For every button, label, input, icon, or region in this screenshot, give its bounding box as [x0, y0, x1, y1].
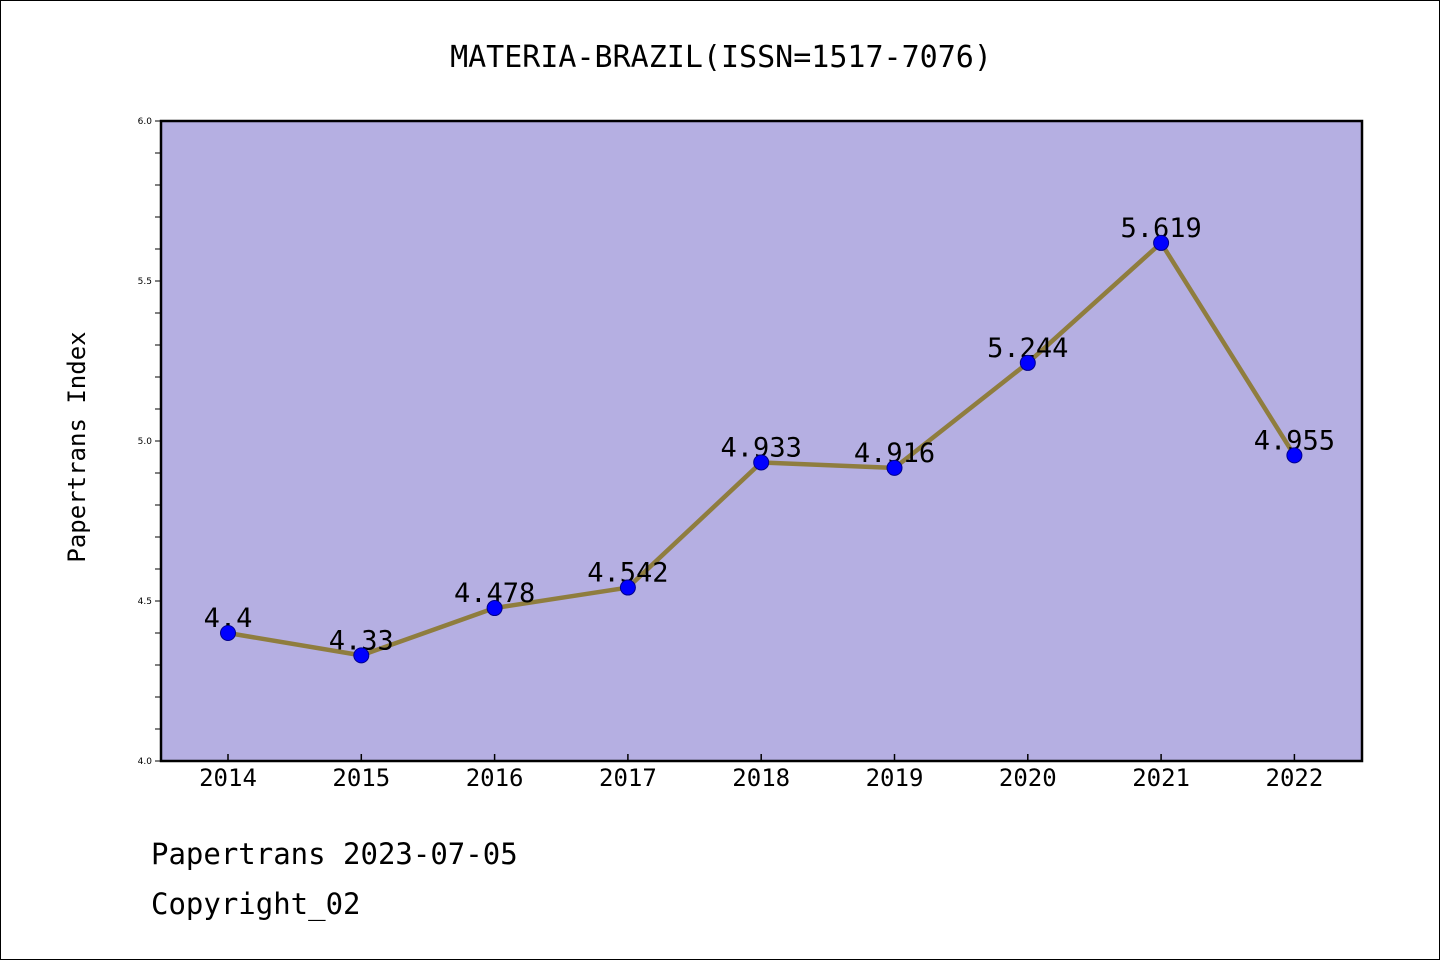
data-point — [1286, 447, 1303, 464]
x-tick-label: 2022 — [1266, 764, 1324, 792]
y-tick-label: 4.0 — [138, 757, 153, 767]
data-point — [220, 625, 236, 641]
data-point — [353, 647, 370, 664]
x-tick-label: 2021 — [1132, 764, 1190, 792]
data-point — [619, 579, 636, 596]
y-axis-label: Papertrans Index — [63, 331, 91, 562]
x-tick-label: 2017 — [599, 764, 657, 792]
y-tick-label: 5.0 — [138, 437, 153, 447]
data-point — [486, 600, 503, 617]
footer-date: Papertrans 2023-07-05 — [151, 837, 518, 871]
x-tick-label: 2020 — [999, 764, 1057, 792]
x-tick-label: 2018 — [732, 764, 790, 792]
data-point — [1019, 354, 1036, 371]
y-tick-label: 5.5 — [138, 277, 152, 287]
chart-title: MATERIA-BRAZIL(ISSN=1517-7076) — [450, 40, 992, 75]
footer-copyright: Copyright_02 — [151, 887, 361, 921]
data-point — [886, 459, 903, 476]
x-tick-label: 2015 — [332, 764, 390, 792]
x-tick-label: 2016 — [466, 764, 524, 792]
data-point — [753, 454, 770, 471]
y-tick-label: 4.5 — [138, 597, 152, 607]
x-tick-label: 2019 — [866, 764, 924, 792]
y-tick-label: 6.0 — [138, 117, 153, 127]
data-point — [1153, 234, 1170, 251]
plot-frame — [159, 119, 1364, 763]
x-tick-label: 2014 — [199, 764, 257, 792]
